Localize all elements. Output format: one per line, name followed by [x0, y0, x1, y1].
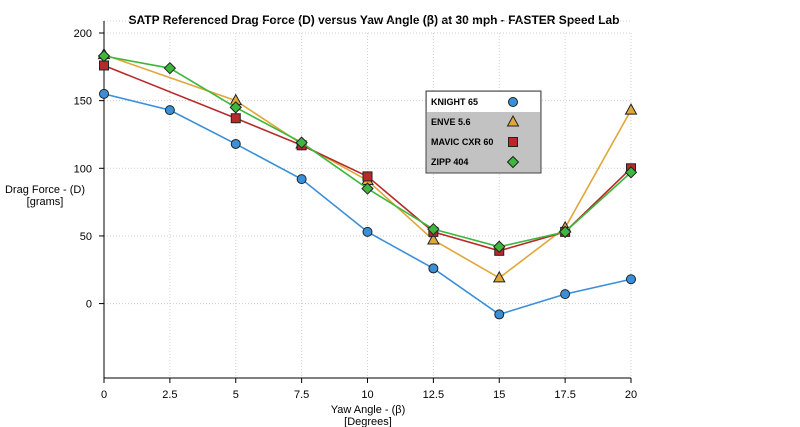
data-point-zipp-404	[163, 61, 177, 75]
x-tick-label: 20	[625, 389, 637, 401]
data-point-zipp-404	[624, 166, 638, 179]
data-point-zipp-404	[361, 182, 374, 195]
data-point-mavic-cxr-60	[362, 171, 373, 182]
data-point-enve-5-6	[427, 232, 440, 245]
x-tick-label: 2.5	[162, 389, 177, 401]
data-point-zipp-404	[229, 101, 242, 114]
x-tick-label: 0	[101, 389, 107, 401]
data-point-knight-65	[428, 263, 439, 274]
data-point-enve-5-6	[492, 270, 506, 283]
legend-label: ENVE 5.6	[431, 117, 471, 127]
data-point-zipp-404	[295, 136, 308, 149]
x-tick-label: 10	[361, 389, 373, 401]
y-tick-label: 200	[74, 28, 92, 40]
y-tick-label: 0	[86, 299, 92, 311]
legend-marker	[508, 137, 518, 147]
data-point-knight-65	[230, 138, 241, 149]
data-point-enve-5-6	[624, 103, 638, 115]
data-point-zipp-404	[427, 222, 440, 236]
series-knight-65	[99, 88, 636, 320]
legend-label: KNIGHT 65	[431, 97, 478, 107]
series-zipp-404	[97, 49, 638, 253]
data-point-knight-65	[560, 289, 571, 300]
y-tick-label: 150	[74, 96, 92, 108]
y-tick-label: 100	[74, 163, 92, 175]
data-point-knight-65	[296, 174, 307, 185]
axes	[99, 21, 632, 383]
y-tick-label: 50	[80, 231, 92, 243]
x-tick-label: 5	[233, 389, 239, 401]
series-line-enve-5-6	[103, 53, 632, 279]
data-point-knight-65	[626, 274, 636, 285]
legend: KNIGHT 65 ENVE 5.6 MAVIC CXR 60 ZIPP 404	[425, 90, 542, 174]
data-point-knight-65	[362, 226, 373, 237]
x-tick-label: 15	[493, 389, 505, 401]
data-point-zipp-404	[493, 240, 506, 253]
legend-marker	[506, 155, 520, 169]
x-tick-label: 12.5	[423, 389, 444, 401]
legend-label: ZIPP 404	[431, 157, 468, 167]
chart-title: SATP Referenced Drag Force (D) versus Ya…	[128, 13, 619, 27]
legend-highlight-row	[427, 92, 540, 112]
x-axis-label: Yaw Angle - (β)	[331, 404, 406, 416]
data-point-mavic-cxr-60	[99, 60, 109, 71]
gridlines	[103, 20, 632, 378]
x-tick-label: 7.5	[294, 389, 309, 401]
x-tick-labels: 0 2.5 5 7.5 10 12.5 15 17.5 20	[101, 389, 637, 401]
y-axis-label: Drag Force - (D)	[5, 184, 85, 196]
x-tick-label: 17.5	[554, 389, 575, 401]
data-point-zipp-404	[97, 49, 111, 63]
y-tick-labels: 0 50 100 150 200	[74, 28, 92, 311]
data-point-knight-65	[164, 105, 175, 116]
data-point-zipp-404	[558, 225, 572, 239]
data-point-mavic-cxr-60	[230, 113, 241, 124]
data-point-knight-65	[494, 309, 505, 320]
legend-marker	[508, 97, 518, 107]
data-point-knight-65	[99, 88, 109, 99]
x-axis-unit: [Degrees]	[344, 416, 392, 427]
legend-marker	[506, 114, 520, 127]
series-group	[97, 47, 638, 320]
y-axis-unit: [grams]	[27, 196, 64, 208]
legend-label: MAVIC CXR 60	[431, 137, 493, 147]
